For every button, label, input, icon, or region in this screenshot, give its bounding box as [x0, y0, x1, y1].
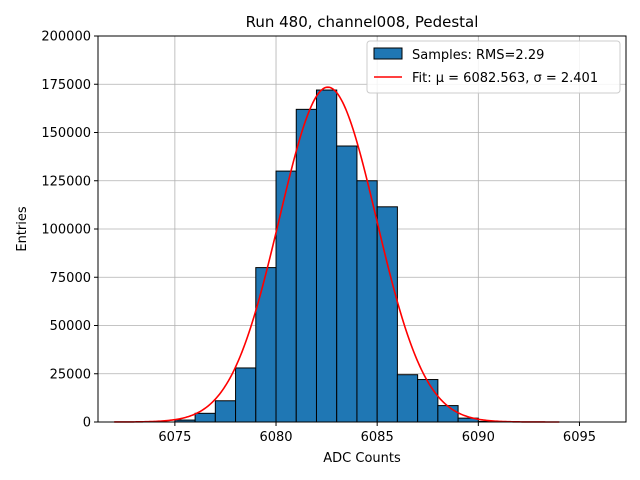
axis-ticks: 6075 6080 6085 6090 6095 0 25000 50000 75000 1000… — [41, 30, 596, 446]
y-tick-label: 25000 — [50, 367, 91, 382]
legend-swatch-histogram — [373, 47, 403, 60]
x-tick-label: 6095 — [563, 430, 596, 445]
histogram-bar — [437, 405, 459, 423]
histogram-bars — [174, 89, 500, 423]
histogram-bar — [396, 374, 419, 423]
legend: Samples: RMS=2.29 Fit: μ = 6082.563, σ =… — [366, 40, 621, 94]
histogram-bar — [235, 367, 257, 423]
x-tick-label: 6080 — [259, 430, 292, 445]
histogram-bar — [275, 170, 297, 423]
y-tick-label: 175000 — [41, 78, 91, 93]
fit-curve — [114, 86, 560, 423]
x-axis-label: ADC Counts — [323, 451, 401, 466]
histogram-bar — [315, 89, 338, 423]
y-tick-label: 100000 — [41, 223, 91, 238]
histogram-bar — [376, 206, 398, 423]
histogram-bar — [194, 412, 216, 423]
legend-label-fit: Fit: μ = 6082.563, σ = 2.401 — [412, 71, 598, 86]
histogram-bar — [295, 108, 317, 423]
chart-title: Run 480, channel008, Pedestal — [246, 13, 479, 31]
fit-curve-group — [114, 86, 560, 423]
histogram-bar — [255, 267, 277, 423]
y-axis-label: Entries — [15, 206, 30, 252]
legend-box — [366, 40, 621, 94]
legend-label-histogram: Samples: RMS=2.29 — [412, 48, 544, 63]
histogram-bar — [336, 145, 358, 423]
y-tick-label: 200000 — [41, 30, 91, 45]
x-tick-label: 6085 — [361, 430, 394, 445]
histogram-bar — [356, 180, 378, 423]
y-tick-label: 50000 — [50, 319, 91, 334]
y-tick-label: 125000 — [41, 174, 91, 189]
histogram-bar — [214, 400, 237, 423]
x-tick-label: 6090 — [462, 430, 495, 445]
x-tick-label: 6075 — [158, 430, 191, 445]
y-tick-label: 75000 — [50, 271, 91, 286]
y-tick-label: 0 — [83, 416, 91, 431]
histogram-bar — [417, 379, 439, 423]
y-tick-label: 150000 — [41, 126, 91, 141]
